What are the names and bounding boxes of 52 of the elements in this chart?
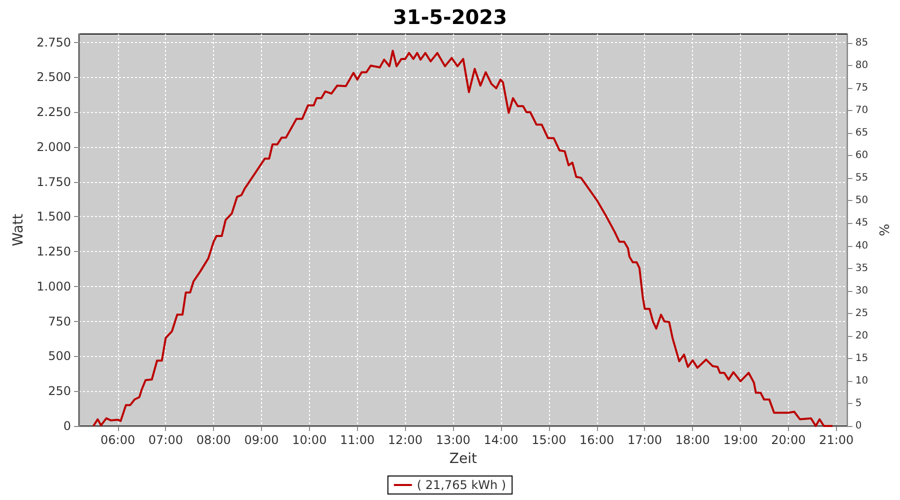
y-tick-label: 2.000: [36, 140, 71, 154]
y2-tick-label: 15: [855, 352, 868, 364]
y2-tick-label: 60: [855, 150, 868, 162]
chart-title: 31-5-2023: [392, 5, 508, 29]
y2-tick-label: 0: [855, 420, 862, 432]
y2-axis-title: %: [878, 224, 893, 236]
y-tick-label: 1.750: [36, 174, 71, 189]
x-tick-label: 18:00: [675, 433, 710, 447]
y-tick-label: 1.500: [36, 210, 71, 224]
y-tick-label: 2.250: [36, 105, 71, 120]
x-tick-label: 08:00: [196, 433, 231, 447]
y2-tick-label: 10: [855, 375, 868, 386]
y2-tick-label: 30: [855, 285, 868, 296]
y2-tick-label: 70: [855, 105, 868, 116]
x-tick-label: 17:00: [627, 433, 662, 447]
x-tick-label: 19:00: [723, 433, 758, 447]
x-tick-label: 12:00: [388, 433, 423, 447]
x-tick-label: 06:00: [100, 433, 136, 447]
line-series: [92, 50, 834, 427]
y-tick-label: 500: [48, 349, 71, 364]
x-tick-label: 20:00: [771, 433, 806, 447]
x-tick-label: 10:00: [292, 433, 327, 447]
y2-tick-label: 50: [855, 195, 868, 206]
x-tick-label: 11:00: [340, 433, 375, 447]
y2-tick-label: 25: [855, 308, 868, 319]
x-tick-label: 16:00: [580, 433, 614, 447]
x-tick-label: 15:00: [532, 433, 566, 447]
y-tick-label: 0: [63, 419, 71, 433]
y2-tick-label: 55: [855, 172, 868, 184]
y-tick-label: 250: [48, 384, 71, 398]
y2-tick-label: 65: [855, 128, 868, 139]
x-tick-label: 21:00: [819, 433, 854, 447]
y-tick-label: 1.000: [36, 280, 71, 294]
y2-tick-label: 5: [855, 398, 862, 409]
y-tick-label: 750: [48, 314, 71, 328]
x-tick-label: 13:00: [436, 433, 470, 447]
y2-tick-label: 75: [855, 82, 868, 94]
y2-tick-label: 35: [855, 262, 868, 274]
x-tick-label: 07:00: [148, 433, 184, 447]
y2-tick-label: 40: [855, 240, 868, 252]
y-tick-label: 1.250: [36, 244, 71, 259]
x-tick-label: 14:00: [484, 433, 518, 447]
y-tick-label: 2.500: [36, 70, 71, 84]
y-axis-title: Watt: [10, 213, 27, 246]
y2-tick-label: 80: [855, 60, 868, 72]
y2-tick-label: 85: [855, 38, 868, 49]
y-tick-label: 2.750: [36, 35, 71, 50]
legend-label: ( 21,765 kWh ): [416, 478, 506, 492]
x-axis-title: Zeit: [449, 451, 478, 467]
x-tick-label: 09:00: [244, 433, 279, 447]
y2-tick-label: 20: [855, 330, 868, 342]
y2-tick-label: 45: [855, 218, 868, 229]
